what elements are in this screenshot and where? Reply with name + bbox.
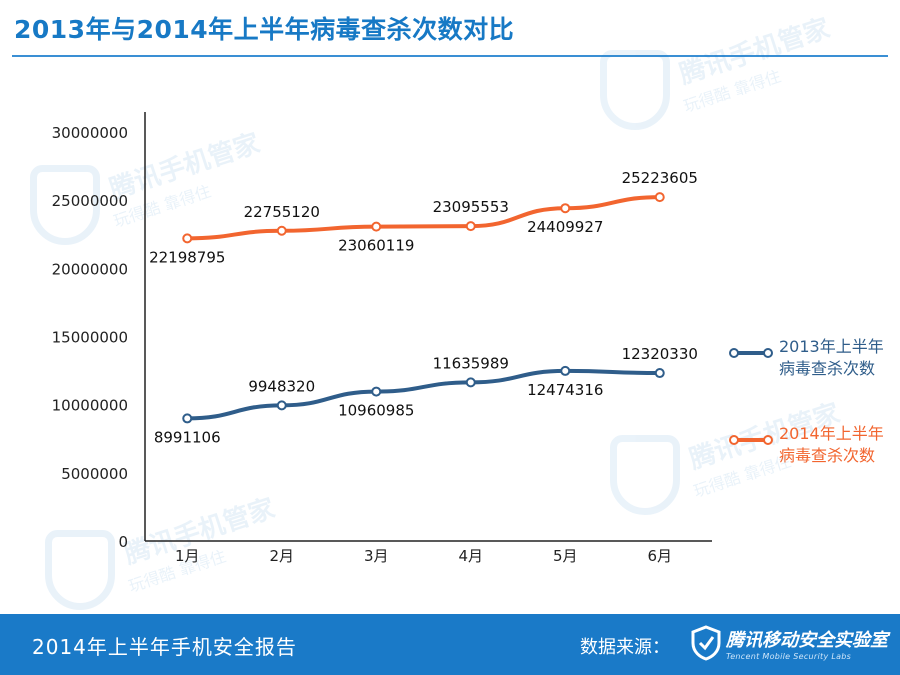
footer-bar: 2014年上半年手机安全报告 数据来源： 腾讯移动安全实验室 Tencent M… xyxy=(0,614,900,675)
x-tick-label: 1月 xyxy=(175,547,200,565)
y-tick-label: 20000000 xyxy=(52,260,128,278)
data-point xyxy=(371,221,382,232)
y-tick-label: 10000000 xyxy=(52,397,128,415)
data-point xyxy=(654,192,665,203)
data-label: 22198795 xyxy=(149,248,225,266)
shield-logo-icon xyxy=(691,625,721,661)
data-point xyxy=(371,386,382,397)
data-point xyxy=(276,400,287,411)
data-point xyxy=(465,377,476,388)
data-label: 23095553 xyxy=(433,198,509,216)
legend: 2013年上半年病毒查杀次数 2014年上半年病毒查杀次数 xyxy=(727,336,897,510)
data-label: 22755120 xyxy=(244,203,320,221)
data-label: 12320330 xyxy=(622,345,698,363)
data-point xyxy=(560,365,571,376)
x-tick-label: 2月 xyxy=(269,547,294,565)
legend-swatch-2014 xyxy=(729,435,773,445)
x-tick-label: 4月 xyxy=(458,547,483,565)
data-label: 23060119 xyxy=(338,237,414,255)
series-line-1 xyxy=(185,195,662,241)
data-label: 10960985 xyxy=(338,402,414,420)
x-tick-label: 3月 xyxy=(364,547,389,565)
data-label: 25223605 xyxy=(622,169,698,187)
y-tick-label: 15000000 xyxy=(52,329,128,347)
data-point xyxy=(276,225,287,236)
source-label: 数据来源： xyxy=(580,637,670,658)
legend-swatch-2013 xyxy=(729,348,773,358)
y-tick-label: 0 xyxy=(118,533,128,551)
x-tick-label: 5月 xyxy=(553,547,578,565)
data-point xyxy=(654,368,665,379)
data-label: 11635989 xyxy=(433,354,509,372)
data-label: 24409927 xyxy=(527,218,603,236)
y-tick-label: 30000000 xyxy=(52,124,128,142)
lab-name: 腾讯移动安全实验室 xyxy=(726,630,888,651)
title-divider xyxy=(12,55,888,57)
report-title: 2014年上半年手机安全报告 xyxy=(32,635,297,659)
x-tick-label: 6月 xyxy=(647,547,672,565)
legend-label-2014: 2014年上半年病毒查杀次数 xyxy=(779,424,884,465)
data-label: 9948320 xyxy=(248,377,315,395)
chart-title: 2013年与2014年上半年病毒查杀次数对比 xyxy=(14,15,515,44)
data-point xyxy=(182,413,193,424)
y-tick-label: 5000000 xyxy=(61,465,128,483)
data-point xyxy=(560,203,571,214)
legend-item-2013: 2013年上半年病毒查杀次数 xyxy=(727,336,897,411)
data-label: 8991106 xyxy=(154,428,221,446)
lab-name-en: Tencent Mobile Security Labs xyxy=(726,652,852,661)
data-point xyxy=(182,233,193,244)
legend-item-2014: 2014年上半年病毒查杀次数 xyxy=(727,423,897,498)
line-chart: 0 5000000 10000000 15000000 20000000 25000000… xyxy=(52,112,712,565)
legend-label-2013: 2013年上半年病毒查杀次数 xyxy=(779,337,884,378)
data-label: 12474316 xyxy=(527,381,603,399)
y-tick-label: 25000000 xyxy=(52,192,128,210)
data-point xyxy=(465,221,476,232)
